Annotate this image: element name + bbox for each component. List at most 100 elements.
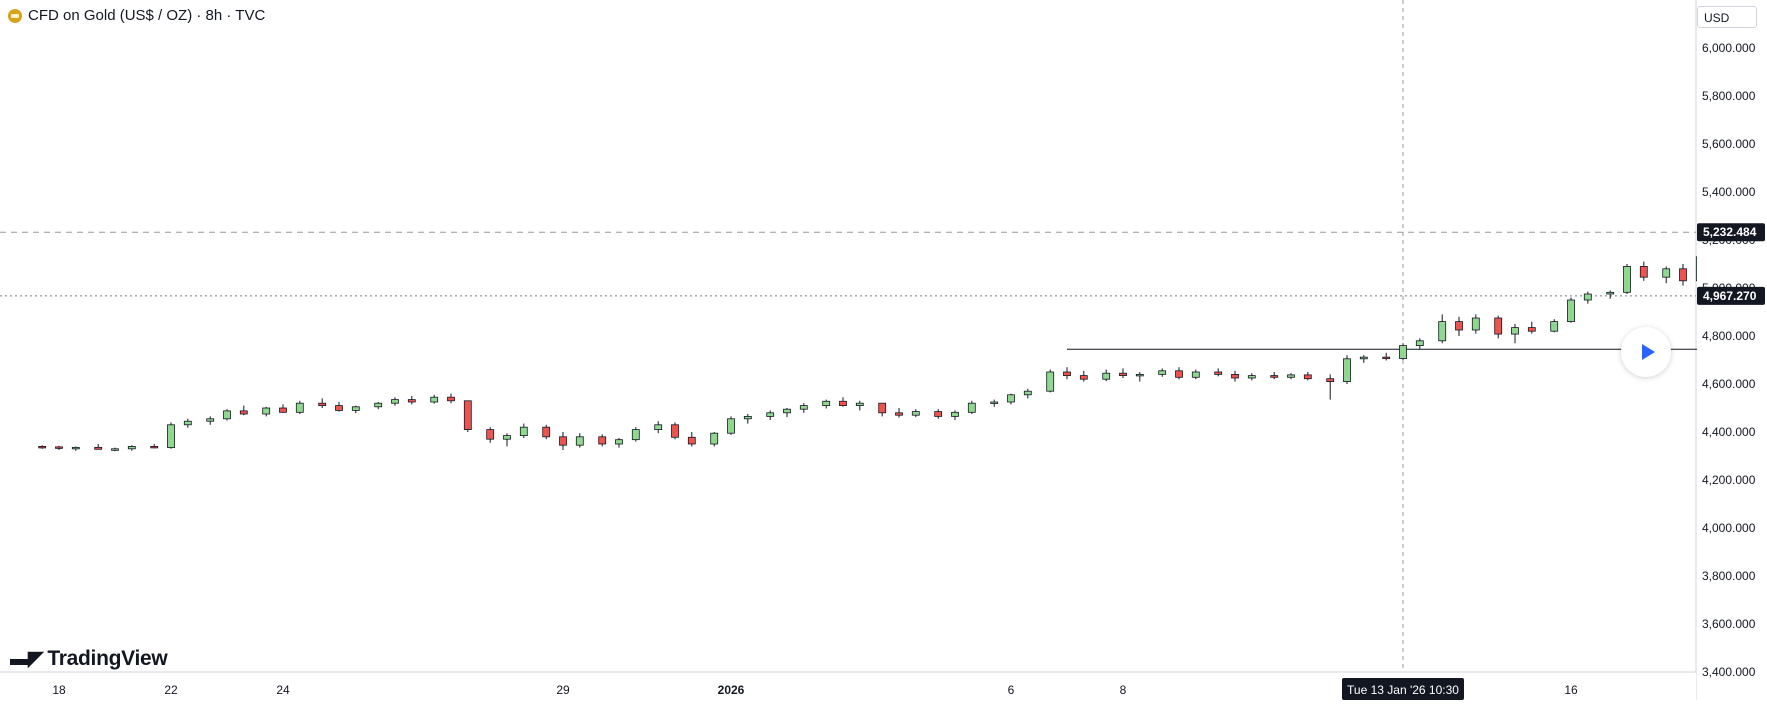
candle-body-up — [1438, 321, 1447, 342]
candle-body-up — [111, 448, 119, 451]
candle — [503, 433, 511, 447]
candle-body-up — [1247, 375, 1256, 379]
candle-body-up — [71, 446, 80, 450]
candle — [1494, 315, 1503, 339]
price-tick-label: 4,800.000 — [1702, 329, 1756, 343]
candle-body-down — [447, 396, 455, 402]
candle-body-up — [743, 415, 752, 420]
candle — [127, 445, 136, 451]
candle-body-down — [1639, 265, 1648, 278]
price-tick-label: 4,000.000 — [1702, 521, 1756, 535]
price-label-text: 4,967.270 — [1703, 289, 1757, 303]
price-tick-label: 3,800.000 — [1702, 569, 1756, 583]
candle — [239, 405, 248, 416]
symbol-header[interactable]: CFD on Gold (US$ / OZ) · 8h · TVC — [8, 7, 265, 24]
candle-body-up — [1046, 371, 1055, 392]
candle-body-down — [279, 407, 287, 413]
candle-body-down — [1303, 374, 1312, 380]
candle — [295, 400, 304, 414]
candle-body-up — [615, 439, 623, 445]
candle — [911, 409, 920, 418]
candle-body-down — [150, 445, 159, 449]
candle-body-up — [1287, 374, 1295, 378]
candle-body-down — [1231, 373, 1239, 379]
candle-body-up — [1567, 299, 1575, 323]
candle — [1567, 297, 1575, 323]
candle — [615, 438, 623, 448]
candle-body-up — [654, 424, 663, 430]
candle — [1119, 368, 1127, 378]
candle-body-up — [1023, 390, 1032, 396]
tradingview-logo[interactable]: ▬◤ TradingView — [10, 646, 168, 671]
candle — [1415, 338, 1424, 350]
candle — [374, 402, 383, 410]
candle — [1046, 369, 1055, 393]
candle — [1606, 290, 1615, 299]
candle — [1287, 373, 1295, 380]
candle — [279, 404, 287, 413]
time-tick-label: 6 — [1008, 683, 1015, 697]
currency-selector[interactable]: USD — [1697, 6, 1757, 28]
candle — [951, 410, 959, 420]
candle — [1007, 393, 1015, 405]
candle-body-down — [486, 429, 495, 440]
time-tick-label: 18 — [52, 683, 66, 697]
candle-body-up — [822, 400, 831, 406]
candle — [1023, 388, 1032, 399]
tradingview-logo-text: TradingView — [47, 646, 168, 670]
symbol-title[interactable]: CFD on Gold (US$ / OZ) · 8h · TVC — [28, 7, 266, 24]
candle-body-down — [1079, 375, 1088, 380]
candle — [1191, 369, 1200, 380]
time-tick-label: 2026 — [718, 683, 745, 697]
candle — [559, 432, 567, 450]
candle — [878, 402, 887, 417]
price-tick-label: 3,400.000 — [1702, 665, 1756, 679]
candle-body-up — [1102, 372, 1111, 380]
candle — [1382, 352, 1391, 361]
candle — [1079, 370, 1088, 382]
play-button[interactable] — [1621, 327, 1671, 377]
candle-body-up — [727, 418, 735, 434]
price-tick-label: 4,600.000 — [1702, 377, 1756, 391]
crosshair-time-label: Tue 13 Jan '26 10:30 — [1347, 683, 1459, 697]
candle — [1343, 355, 1351, 384]
candle-body-down — [1270, 375, 1279, 378]
candle-body-down — [1527, 327, 1536, 332]
candle-body-up — [855, 402, 864, 407]
candle-body-down — [542, 426, 551, 438]
candle-body-up — [1606, 291, 1615, 295]
candle-body-down — [1382, 356, 1391, 360]
candle-body-up — [351, 406, 360, 411]
candle — [687, 432, 696, 447]
candle — [839, 397, 847, 407]
candle-body-up — [223, 410, 231, 420]
candle-body-up — [575, 436, 584, 446]
price-tick-label: 3,600.000 — [1702, 617, 1756, 631]
candle-body-up — [503, 435, 511, 440]
candle-body-up — [1550, 321, 1559, 332]
candle — [575, 433, 584, 448]
price-axis[interactable] — [1697, 0, 1767, 700]
candle — [934, 409, 943, 419]
candle-body-down — [463, 400, 472, 430]
candle — [407, 396, 416, 405]
candle — [822, 399, 831, 409]
candle-body-up — [391, 399, 399, 404]
candle-body-down — [671, 424, 679, 438]
candle — [743, 414, 752, 424]
candle — [1303, 372, 1312, 381]
candle — [71, 446, 80, 451]
tradingview-logo-icon: ▬◤ — [10, 648, 43, 670]
price-label-badge — [1697, 286, 1765, 305]
candle-body-up — [1158, 370, 1167, 375]
candle — [1270, 372, 1279, 380]
candle-body-down — [38, 445, 47, 449]
candle — [1102, 369, 1111, 382]
candle-body-up — [127, 445, 136, 450]
candle — [1399, 343, 1407, 360]
candle — [598, 434, 607, 447]
candle — [1583, 291, 1592, 304]
candle-body-up — [1343, 358, 1351, 382]
